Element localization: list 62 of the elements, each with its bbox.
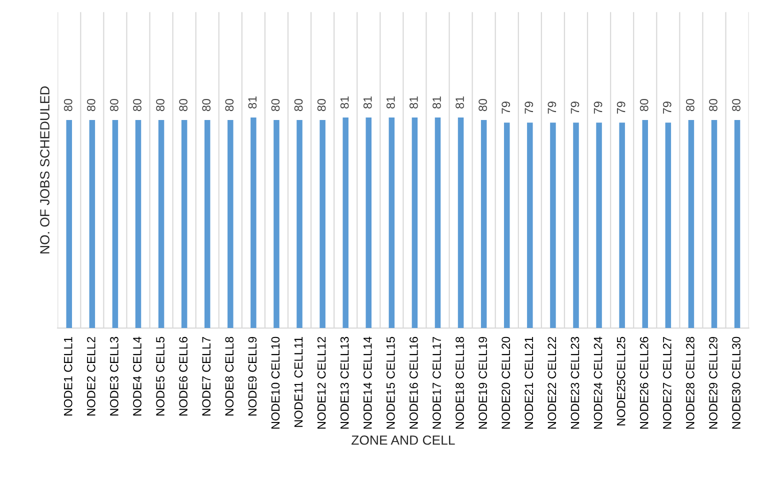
x-tick-label: NODE3 CELL3 [110,336,118,416]
x-tick-label: NODE20 CELL20 [502,336,510,429]
data-label: 81 [456,96,464,109]
data-label: 79 [616,102,626,114]
data-label: 80 [202,98,211,112]
data-label: 80 [294,98,303,112]
x-tick-label: NODE19 CELL19 [478,336,488,429]
y-axis-title: NO. OF JOBS SCHEDULED [40,86,50,254]
x-tick-label: NODE16 CELL16 [410,336,418,429]
x-tick-label: NODE21 CELL21 [524,336,534,429]
data-label: 79 [524,102,534,114]
x-tick-label: NODE29 CELL29 [709,336,718,429]
x-tick-label: NODE22 CELL22 [548,336,556,429]
data-label: 81 [410,96,418,109]
x-tick-label: NODE6 CELL6 [179,336,188,416]
x-tick-label: NODE17 CELL17 [432,336,441,429]
data-label: 80 [732,98,740,112]
x-tick-label: NODE8 CELL8 [225,336,234,416]
data-label: 79 [548,102,556,114]
x-tick-label: NODE25CELL25 [616,336,626,426]
x-tick-label: NODE23 CELL23 [570,336,580,429]
x-tick-label: NODE4 CELL4 [133,336,142,416]
data-label: 80 [179,98,188,112]
x-axis-title: ZONE AND CELL [352,435,455,445]
x-tick-label: NODE28 CELL28 [686,336,694,429]
data-label: 81 [432,96,441,109]
data-label: 81 [248,96,257,109]
x-tick-label: NODE30 CELL30 [732,336,740,429]
x-tick-label: NODE9 CELL9 [248,336,257,416]
data-label: 80 [640,98,648,112]
x-tick-label: NODE14 CELL14 [363,336,372,429]
data-label: 80 [686,98,694,112]
data-label: 81 [363,96,372,109]
x-tick-label: NODE11 CELL11 [294,336,303,427]
data-label: 80 [110,98,118,112]
data-label: 80 [225,98,234,112]
x-tick-label: NODE27 CELL27 [662,336,672,429]
data-label: 80 [156,98,164,112]
x-tick-label: NODE24 CELL24 [594,336,602,429]
data-label: 79 [662,102,672,114]
data-label: 80 [133,98,142,112]
data-label: 80 [478,98,488,112]
x-tick-label: NODE10 CELL10 [271,336,280,429]
data-label: 81 [386,96,395,109]
x-tick-label: NODE26 CELL26 [640,336,648,429]
data-label: 79 [502,102,510,114]
data-label: 80 [64,98,72,112]
data-label: 80 [709,98,718,112]
data-label: 80 [317,98,326,112]
data-label: 81 [340,96,349,109]
x-tick-label: NODE5 CELL5 [156,336,164,416]
x-tick-label: NODE1 CELL1 [64,336,72,416]
data-label: 79 [570,102,580,114]
data-label: 80 [86,98,96,112]
x-tick-label: NODE7 CELL7 [202,336,211,416]
x-tick-label: NODE13 CELL13 [340,336,349,429]
data-label: 79 [594,102,602,114]
x-tick-label: NODE2 CELL2 [86,336,96,416]
x-tick-label: NODE18 CELL18 [456,336,464,429]
data-label: 80 [271,98,280,112]
x-tick-label: NODE15 CELL15 [386,336,395,429]
x-tick-label: NODE12 CELL12 [317,336,326,429]
